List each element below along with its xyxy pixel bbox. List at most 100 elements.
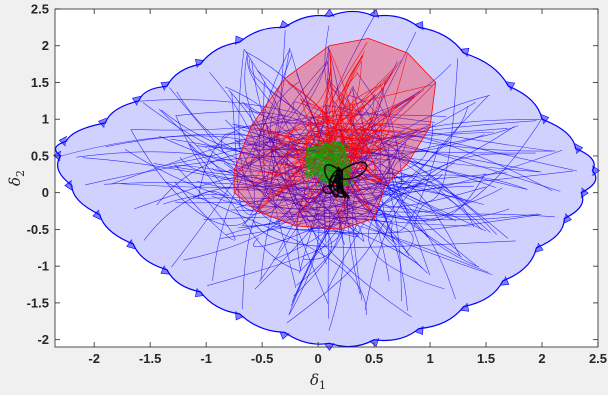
series-2-trajectory: [323, 141, 345, 176]
series-0-trajectory: [174, 164, 236, 241]
series-3-trajectory: [329, 174, 341, 198]
series-0-boundary-spike: [534, 242, 544, 253]
series-0-boundary-spike: [235, 35, 245, 45]
series-0-trajectory: [278, 60, 468, 202]
series-layer: [53, 8, 600, 351]
series-0-boundary-spike: [92, 209, 101, 220]
series-0-boundary-spike: [58, 136, 68, 147]
x-axis-label: δ1: [310, 371, 326, 392]
series-1-trajectory: [256, 98, 336, 212]
series-3: [322, 161, 368, 199]
series-0-trajectory: [247, 55, 386, 235]
series-0-trajectory: [238, 49, 455, 230]
series-3-trajectory: [336, 161, 368, 180]
series-0-boundary-spike: [279, 330, 290, 340]
series-0-trajectory: [392, 125, 519, 238]
series-0-trajectory: [236, 174, 405, 209]
series-0-trajectory: [250, 114, 536, 154]
series-0-trajectory: [82, 157, 503, 213]
series-0-trajectory: [291, 87, 368, 303]
series-1-trajectory: [258, 50, 365, 210]
ticks-layer: -2 -1.5 -1 -0.5 0 0.5 1 1.5 2 2.5 -2 -1.5 -1 -0.5 0 0.5…: [27, 2, 607, 367]
series-1-trajectory: [310, 79, 387, 197]
x-tick-label: 1: [426, 351, 433, 366]
y-tick-label: 1: [42, 112, 49, 127]
series-0-trajectory: [60, 135, 344, 331]
series-0-trajectory: [371, 125, 553, 239]
series-1-trajectory: [287, 73, 358, 124]
series-0-boundary-spike: [460, 48, 470, 57]
series-0-trajectory: [171, 100, 277, 268]
x-axis-label-subscript: 1: [319, 379, 326, 392]
series-3-trajectory: [322, 181, 342, 194]
y-axis-label: δ2: [6, 170, 27, 186]
series-0-trajectory: [76, 151, 539, 221]
series-1-trajectory: [320, 140, 373, 154]
series-0-boundary-spike: [132, 95, 141, 106]
y-tick-label: 2.5: [31, 2, 49, 17]
series-1-trajectory: [340, 134, 376, 154]
y-tick-label: 2: [42, 38, 49, 53]
y-tick-label: 0.5: [31, 148, 49, 163]
series-0-trajectory: [225, 86, 431, 125]
series-2-trajectory: [320, 144, 342, 179]
series-0-boundary-spike: [580, 187, 589, 198]
x-tick-label: -2: [88, 351, 100, 366]
y-tick-label: -2: [37, 332, 49, 347]
series-1-trajectory: [261, 107, 365, 164]
series-0-trajectory: [159, 88, 352, 173]
series-0-boundary-spike: [500, 276, 510, 286]
x-tick-label: -0.5: [251, 351, 273, 366]
series-1-trajectory: [316, 92, 366, 139]
series-0-boundary-spike: [235, 311, 245, 321]
series-0-trajectory: [188, 47, 291, 211]
series-0-boundary-spike: [64, 180, 73, 191]
series-0-trajectory: [364, 153, 517, 311]
series-0-boundary-spike: [98, 117, 107, 128]
series-0-trajectory: [253, 175, 406, 248]
series-2-trajectory: [333, 143, 350, 157]
series-0-trajectory: [211, 173, 497, 235]
series-0-trajectory: [324, 25, 452, 115]
series-1-trajectory: [339, 56, 363, 217]
series-0-boundary-spike: [195, 59, 204, 68]
series-0-trajectory: [287, 52, 329, 232]
series-0-trajectory: [272, 209, 493, 275]
x-tick-label: 0: [314, 351, 321, 366]
series-0-trajectory: [364, 123, 454, 221]
series-0-boundary-spike: [574, 143, 584, 154]
y-tick-label: 0: [42, 185, 49, 200]
series-0-boundary-spike: [279, 20, 290, 29]
series-0-trajectory: [344, 95, 490, 242]
series-0-boundary-spike: [460, 302, 470, 312]
series-0-boundary-spike: [160, 265, 170, 275]
y-tick-label: -0.5: [27, 222, 49, 237]
series-0-trajectory: [207, 141, 342, 286]
series-0-boundary-spike: [414, 21, 424, 31]
y-axis-label-subscript: 2: [14, 170, 27, 177]
x-tick-label: 1.5: [477, 351, 495, 366]
series-0-trajectory: [241, 101, 463, 258]
series-0-boundary-spike: [592, 165, 600, 176]
y-tick-label: 1.5: [31, 75, 49, 90]
x-tick-label: -1.5: [139, 351, 161, 366]
series-1-trajectory: [362, 113, 386, 168]
series-0-boundary-spike: [160, 81, 170, 91]
series-0-trajectory: [413, 58, 458, 230]
series-0-trajectory: [130, 129, 255, 226]
x-tick-label: -1: [200, 351, 212, 366]
y-tick-label: -1.5: [27, 295, 49, 310]
series-0-boundary-spike: [195, 288, 205, 298]
series-0-boundary-spike: [414, 325, 424, 336]
series-1-trajectory: [346, 96, 413, 126]
series-0-trajectory: [256, 125, 326, 214]
series-1-trajectory: [331, 55, 364, 120]
series-0-boundary-spike: [126, 239, 136, 250]
series-2-trajectory: [323, 154, 341, 180]
y-tick-label: -1: [37, 259, 49, 274]
series-0-boundary-spike: [563, 213, 572, 224]
series-0-trajectory: [228, 89, 542, 234]
series-0-trajectory: [124, 149, 410, 257]
